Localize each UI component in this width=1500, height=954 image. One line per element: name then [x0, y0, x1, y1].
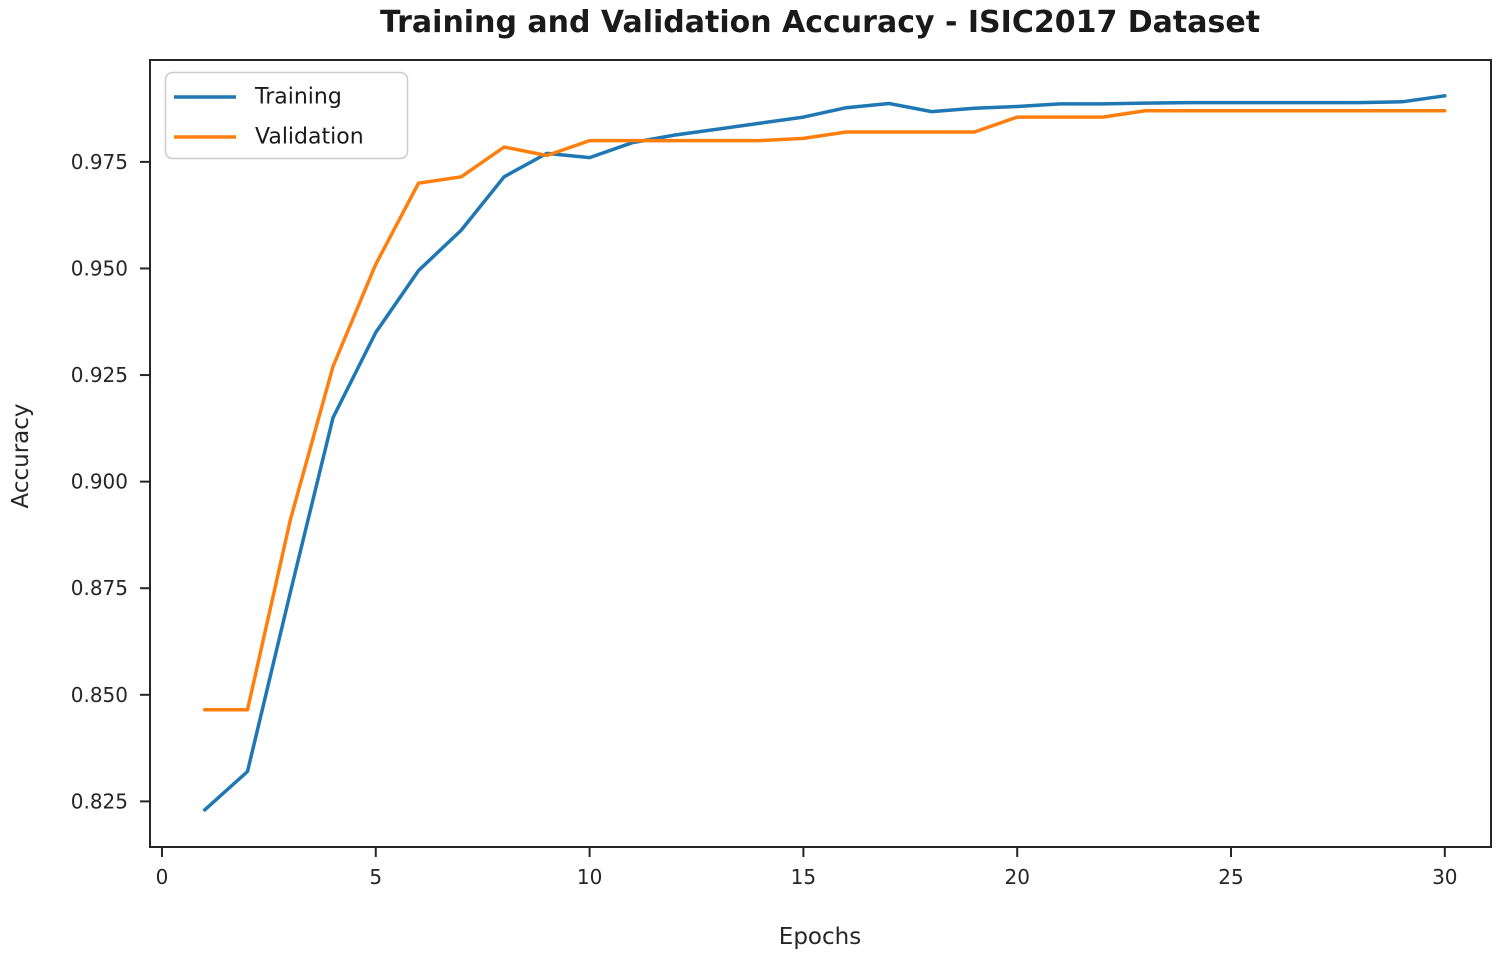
y-tick-label: 0.925 [71, 363, 128, 387]
x-tick-label: 5 [369, 865, 382, 889]
legend-item-training: Training [174, 85, 342, 110]
legend: Training Validation [164, 71, 409, 160]
y-tick-label: 0.850 [71, 683, 128, 707]
training-line [202, 94, 1447, 812]
y-tick-label: 0.875 [71, 576, 128, 600]
y-tick-label: 0.950 [71, 256, 128, 280]
y-axis: 0.825 0.850 0.875 0.900 0.925 0.950 0.975 [71, 150, 150, 813]
legend-label-validation: Validation [255, 125, 364, 150]
legend-label-training: Training [254, 85, 342, 110]
y-axis-label: Accuracy [8, 403, 34, 508]
series-lines [202, 94, 1447, 812]
chart-title: Training and Validation Accuracy - ISIC2… [380, 5, 1260, 40]
y-tick-label: 0.825 [71, 789, 128, 813]
x-axis: 0 5 10 15 20 25 30 [156, 847, 1458, 889]
x-axis-label: Epochs [779, 924, 861, 950]
x-tick-label: 25 [1218, 865, 1243, 889]
plot-area [149, 59, 1492, 848]
x-tick-label: 0 [156, 865, 169, 889]
legend-item-validation: Validation [174, 125, 364, 150]
y-tick-label: 0.900 [71, 470, 128, 494]
x-tick-label: 30 [1432, 865, 1457, 889]
x-tick-label: 20 [1004, 865, 1029, 889]
x-tick-label: 10 [577, 865, 602, 889]
x-tick-label: 15 [791, 865, 816, 889]
validation-line [202, 108, 1447, 712]
y-tick-label: 0.975 [71, 150, 128, 174]
